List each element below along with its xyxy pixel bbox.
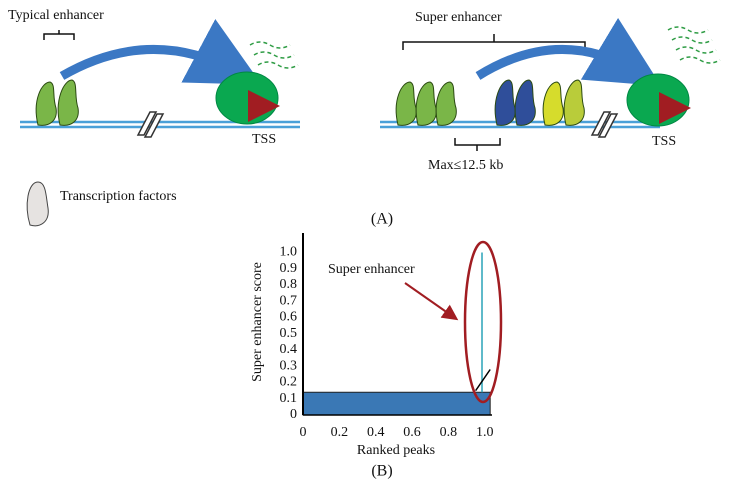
highlight-ellipse xyxy=(465,242,501,402)
bracket xyxy=(455,138,500,151)
y-tick-label: 0.8 xyxy=(280,277,298,292)
tf-legend-icon xyxy=(27,182,48,226)
max-distance: Max≤12.5 kb xyxy=(428,158,503,173)
dna xyxy=(20,122,660,127)
x-tick-label: 0.4 xyxy=(367,425,385,440)
figure: Typical enhancer TSS Super enhancer xyxy=(0,0,730,485)
polymerase xyxy=(216,72,278,124)
tf-group xyxy=(396,80,584,125)
caption: (B) xyxy=(371,463,392,480)
y-tick-label: 0.6 xyxy=(280,310,298,325)
y-tick-label: 0.4 xyxy=(280,342,298,357)
tss-label: TSS xyxy=(252,132,276,147)
transcript xyxy=(668,27,720,63)
arrow xyxy=(62,49,238,76)
polymerase xyxy=(627,74,689,126)
annotation-arrow xyxy=(405,283,455,318)
x-tick-label: 0 xyxy=(300,425,307,440)
transcript xyxy=(250,42,298,68)
y-tick-label: 0.7 xyxy=(280,293,298,308)
panel-a: Typical enhancer TSS Super enhancer xyxy=(8,8,720,227)
legend-label: Transcription factors xyxy=(60,189,177,204)
x-tick-label: 1.0 xyxy=(476,425,494,440)
bracket xyxy=(44,30,74,40)
chart: Super enhancer score Ranked peaks (B) Su… xyxy=(250,233,501,480)
tss-label: TSS xyxy=(652,134,676,149)
area xyxy=(303,392,490,415)
typical-label: Typical enhancer xyxy=(8,8,104,23)
y-axis-label: Super enhancer score xyxy=(250,262,265,382)
tf-group xyxy=(36,80,78,125)
arrow xyxy=(478,49,638,76)
x-tick-label: 0.6 xyxy=(403,425,421,440)
y-tick-label: 1.0 xyxy=(280,245,298,260)
super-label: Super enhancer xyxy=(415,10,502,25)
y-tick-label: 0.5 xyxy=(280,326,298,341)
y-tick-label: 0.9 xyxy=(280,261,298,276)
x-axis-label: Ranked peaks xyxy=(357,443,435,458)
caption: (A) xyxy=(371,211,393,228)
x-tick-label: 0.2 xyxy=(331,425,349,440)
y-tick-label: 0.2 xyxy=(280,375,298,390)
line xyxy=(476,370,491,391)
y-tick-label: 0.1 xyxy=(280,391,298,406)
y-tick-label: 0.3 xyxy=(280,358,298,373)
y-tick-label: 0 xyxy=(290,407,297,422)
annotation: Super enhancer xyxy=(328,262,415,277)
x-tick-label: 0.8 xyxy=(440,425,458,440)
